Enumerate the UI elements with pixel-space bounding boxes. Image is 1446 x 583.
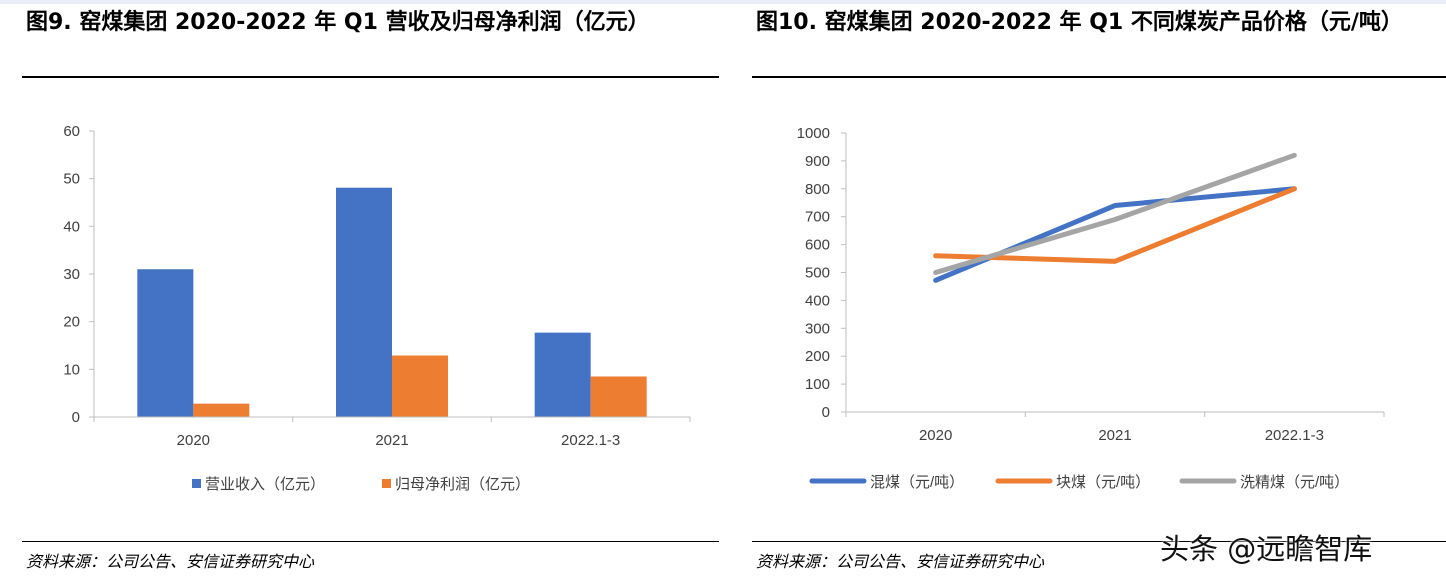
y-tick-label: 50: [63, 171, 80, 188]
figure-9-panel: 图9. 窑煤集团 2020-2022 年 Q1 营收及归母净利润（亿元） 0 10…: [22, 0, 722, 583]
y-tick-label: 10: [63, 361, 80, 378]
y-tick-label: 0: [72, 409, 80, 426]
x-tick-label: 2022.1-3: [561, 432, 620, 449]
coal-price-line-chart: 0 100 200 300 400 500 600 700 800 900 1000 2020 2021…: [797, 125, 1385, 491]
x-tick-label: 2021: [375, 432, 408, 449]
x-tick-label: 2020: [919, 427, 952, 444]
y-tick-label: 600: [805, 237, 830, 254]
figure-9-source: 资料来源：公司公告、安信证券研究中心: [26, 552, 315, 571]
legend-label: 营业收入（亿元）: [205, 476, 325, 493]
y-tick-label: 900: [805, 153, 830, 170]
legend-label: 归母净利润（亿元）: [395, 476, 530, 493]
figure-10-source: 资料来源：公司公告、安信证券研究中心: [756, 552, 1045, 571]
y-tick-label: 800: [805, 181, 830, 198]
legend-label: 洗精煤（元/吨）: [1240, 474, 1349, 491]
y-tick-label: 60: [63, 123, 80, 140]
legend-swatch: [382, 479, 391, 488]
x-tick-label: 2022.1-3: [1265, 427, 1324, 444]
bar-revenue: [534, 332, 591, 417]
figure-9-title: 图9. 窑煤集团 2020-2022 年 Q1 营收及归母净利润（亿元）: [26, 10, 650, 35]
bar-net-profit: [392, 355, 448, 417]
title-rule: [22, 76, 719, 78]
y-tick-label: 30: [63, 266, 80, 283]
top-band: [0, 0, 1446, 4]
source-rule: [752, 541, 1446, 542]
y-tick-label: 700: [805, 209, 830, 226]
bar-revenue: [137, 269, 194, 417]
revenue-profit-bar-chart: 0 10 20 30 40 50 60 2020 2021 2022.1-3 营业收入（亿元） 归母净…: [63, 123, 691, 493]
watermark: 头条 @远瞻智库: [1160, 532, 1373, 566]
y-tick-label: 40: [63, 218, 80, 235]
bar-net-profit: [193, 403, 250, 417]
legend-label: 块煤（元/吨）: [1056, 474, 1150, 491]
source-rule: [22, 541, 719, 542]
y-tick-label: 100: [805, 376, 830, 393]
y-tick-label: 200: [805, 348, 830, 365]
title-rule: [752, 76, 1446, 78]
x-tick-label: 2020: [177, 432, 210, 449]
x-tick-label: 2021: [1098, 427, 1131, 444]
line-mixed-coal: [933, 186, 1297, 283]
bar-net-profit: [590, 376, 647, 417]
legend-swatch: [192, 479, 201, 488]
y-tick-label: 0: [822, 404, 830, 421]
figure-10-title: 图10. 窑煤集团 2020-2022 年 Q1 不同煤炭产品价格（元/吨）: [756, 10, 1403, 35]
line-washed-coal: [933, 152, 1297, 275]
y-tick-label: 400: [805, 292, 830, 309]
y-tick-label: 1000: [797, 125, 830, 142]
y-tick-label: 300: [805, 320, 830, 337]
legend-label: 混煤（元/吨）: [870, 474, 964, 491]
y-tick-label: 20: [63, 314, 80, 331]
figure-10-panel: 图10. 窑煤集团 2020-2022 年 Q1 不同煤炭产品价格（元/吨） 0…: [752, 0, 1446, 583]
line-lump-coal: [933, 186, 1297, 264]
y-tick-label: 500: [805, 265, 830, 282]
bar-revenue: [336, 187, 392, 417]
